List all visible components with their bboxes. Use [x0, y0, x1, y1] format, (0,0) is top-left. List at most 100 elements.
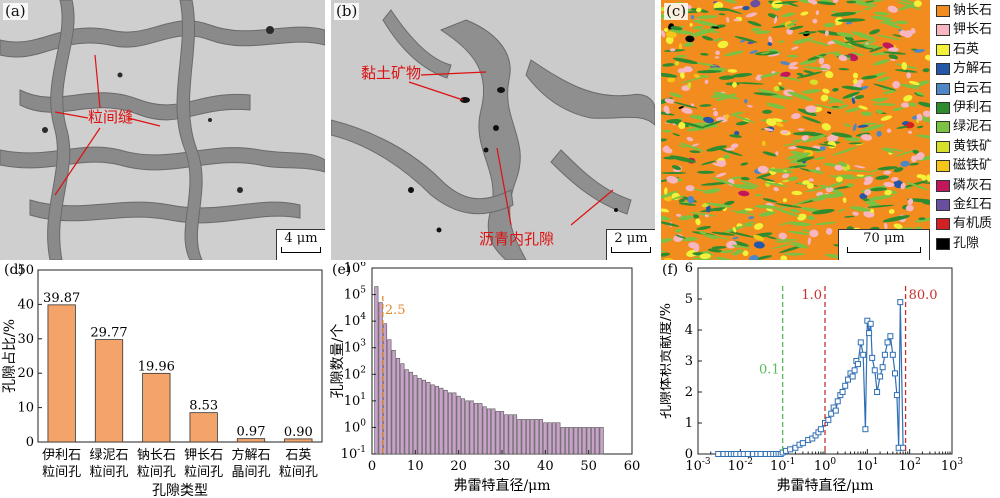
y-tick-label: 20: [17, 366, 34, 381]
y-tick-label: 10-1: [341, 445, 366, 462]
mineral-grain: [764, 127, 774, 132]
mineral-grain: [759, 211, 776, 217]
y-tick-exponent: 2: [360, 365, 366, 375]
histogram-bar: [551, 422, 557, 455]
category-label: 粒间孔: [279, 465, 318, 480]
mineral-grain: [676, 213, 682, 217]
mineral-grain: [696, 226, 712, 230]
y-tick-base: 10: [344, 420, 361, 435]
mineral-grain: [713, 110, 719, 117]
data-point: [809, 435, 816, 442]
data-point: [832, 407, 839, 414]
mineral-grain: [666, 175, 679, 184]
mineral-grain: [843, 215, 855, 218]
mineral-grain: [760, 177, 776, 182]
data-point: [869, 354, 876, 361]
mineral-grain: [821, 123, 831, 131]
sem-image-a: (a) 粒间缝 4 μm: [0, 0, 325, 260]
mineral-grain: [689, 212, 716, 217]
histogram-bar: [478, 403, 483, 455]
mineral-grain: [732, 82, 737, 88]
x-tick-label: 20: [450, 459, 467, 474]
bar: [189, 412, 218, 443]
mineral-grain: [780, 255, 788, 260]
legend-label: 黄铁矿: [953, 138, 993, 154]
mineral-grain: [924, 54, 930, 61]
category-label: 粒间孔: [184, 465, 223, 480]
sem-texture-b: [331, 0, 655, 260]
bar-value-label: 29.77: [90, 326, 127, 341]
x-tick-exponent: 1: [873, 457, 879, 467]
bar-value-label: 39.87: [43, 291, 80, 306]
mineral-grain: [921, 174, 927, 181]
mineral-grain: [909, 162, 920, 166]
mineral-grain: [675, 234, 687, 239]
y-tick-label: 0: [26, 435, 34, 450]
bar-value-label: 8.53: [189, 399, 218, 414]
histogram-bar: [460, 398, 466, 455]
mineral-grain: [845, 107, 861, 113]
mineral-grain: [753, 223, 764, 230]
mineral-grain: [761, 140, 766, 146]
mineral-grain: [696, 62, 718, 67]
mineral-grain: [842, 197, 847, 203]
mineral-grain: [831, 39, 855, 49]
mineral-grain: [663, 257, 673, 260]
y-tick-base: 10: [344, 367, 361, 382]
bar-value-label: 0.97: [237, 425, 266, 440]
mineral-grain: [818, 57, 825, 65]
data-point: [866, 330, 873, 337]
mineral-grain: [701, 35, 714, 41]
mineral-grain: [873, 103, 897, 106]
y-tick-exponent: 0: [360, 418, 366, 428]
y-tick-base: 10: [344, 288, 361, 303]
x-tick-base: 10: [941, 459, 958, 474]
mineral-grain: [782, 143, 798, 146]
mineral-grain: [883, 170, 892, 175]
legend-label: 磁铁矿: [953, 158, 993, 174]
mineral-grain: [880, 115, 893, 121]
mineral-grain: [678, 43, 683, 51]
mineral-grain: [903, 94, 913, 102]
mineral-grain: [789, 208, 801, 213]
mineral-grain: [672, 101, 698, 109]
mineral-grain: [780, 71, 791, 78]
histogram-bar: [374, 286, 379, 455]
mineral-grain: [790, 160, 807, 165]
mineral-grain: [882, 215, 911, 223]
mineral-grain: [913, 0, 922, 8]
mineral-grain: [895, 20, 909, 25]
category-label: 粒间孔: [42, 465, 81, 480]
mineral-grain: [753, 241, 765, 249]
mineral-grain: [852, 123, 857, 132]
mineral-grain: [773, 16, 778, 24]
mineral-grain: [713, 38, 723, 42]
y-tick-label: 2: [685, 385, 693, 400]
mineral-grain: [824, 30, 829, 37]
mineral-grain: [731, 111, 744, 116]
mineral-grain: [887, 5, 898, 13]
mineral-grain: [666, 31, 677, 39]
mineral-grain: [711, 93, 727, 98]
mineral-grain: [807, 53, 827, 61]
mineral-grain: [753, 234, 765, 241]
mineral-grain: [873, 59, 890, 66]
histogram-bar: [443, 389, 448, 455]
mineral-grain: [852, 79, 858, 84]
mineral-grain: [686, 136, 694, 142]
mineral-grain: [717, 40, 729, 49]
histogram-bar: [499, 411, 505, 455]
mineral-grain: [888, 47, 899, 53]
mineral-grain: [693, 244, 700, 252]
mineral-grain: [916, 113, 923, 121]
mineral-grain: [844, 123, 851, 127]
mineral-grain: [755, 193, 762, 197]
mineral-grain: [837, 209, 846, 212]
histogram-bar: [426, 381, 431, 455]
mineral-grain: [796, 156, 815, 163]
mineral-grain: [778, 221, 794, 226]
mineral-grain: [842, 40, 868, 44]
y-tick-label: 0: [685, 447, 693, 462]
histogram-bar: [391, 349, 396, 455]
